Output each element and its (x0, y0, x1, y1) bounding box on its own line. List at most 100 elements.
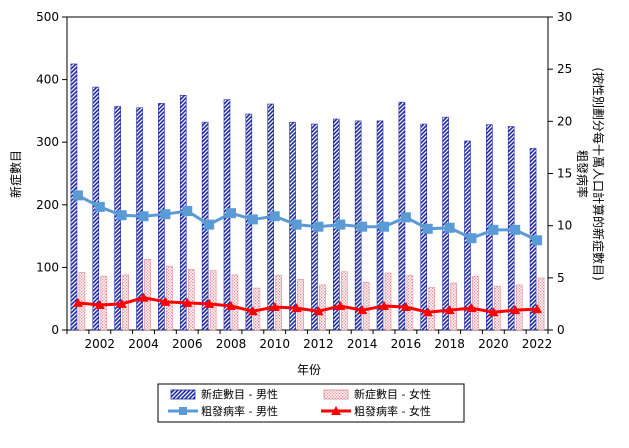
bar-female-cases (187, 268, 195, 331)
legend-frame (157, 383, 465, 423)
y-axis-left-title: 新症數目 (8, 150, 23, 198)
x-tick-label: 2010 (259, 337, 290, 351)
x-tick-label: 2014 (347, 337, 378, 351)
x-tick-label: 2018 (434, 337, 465, 351)
left-tick-label: 200 (36, 198, 59, 212)
point-male-rate (466, 233, 477, 244)
x-tick-label: 2020 (478, 337, 509, 351)
x-axis: 2002 2004 2006 2008 2010 2012 2014 2016 2018 2020… (66, 330, 553, 351)
point-male-rate (510, 224, 521, 235)
x-axis-title: 年份 (297, 363, 321, 377)
legend-swatch-male-cases (170, 389, 196, 400)
legend-label-female-cases: 新症數目 - 女性 (354, 387, 431, 401)
x-tick-label: 2016 (391, 337, 422, 351)
bar-female-cases (144, 258, 151, 331)
point-male-rate (379, 221, 390, 232)
point-female-rate (466, 303, 477, 313)
point-female-rate (532, 304, 543, 314)
point-female-rate (116, 298, 127, 308)
right-tick-label: 20 (557, 114, 572, 128)
point-female-rate (291, 303, 302, 313)
point-female-rate (204, 298, 215, 308)
bar-female-cases (340, 271, 348, 331)
bar-female-cases (494, 285, 501, 331)
point-male-rate (313, 221, 324, 232)
bar-female-cases (319, 284, 326, 331)
point-male-rate (138, 211, 149, 222)
legend: 新症數目 - 男性 新症數目 - 女性 粗發病率 - 男性 粗發病率 - 女性 (157, 383, 465, 423)
legend-label-male-cases: 新症數目 - 男性 (201, 387, 278, 401)
bar-female-cases (275, 275, 283, 331)
right-tick-label: 0 (557, 323, 565, 337)
right-tick-label: 25 (557, 62, 572, 76)
legend-swatch-female-cases (323, 389, 349, 400)
point-male-rate (269, 211, 280, 222)
bar-female-cases (537, 277, 545, 331)
y-axis-right-title-line1: 粗發病率 (575, 150, 590, 198)
bar-female-cases (406, 275, 414, 331)
point-male-rate (422, 223, 433, 234)
left-tick-label: 300 (36, 135, 59, 149)
point-male-rate (488, 224, 499, 235)
point-female-rate (72, 297, 83, 307)
legend-label-male-rate: 粗發病率 - 男性 (201, 404, 278, 418)
legend-marker-male-rate (179, 407, 187, 415)
point-male-rate (204, 219, 215, 230)
point-female-rate (444, 305, 455, 315)
point-female-rate (335, 301, 346, 311)
right-tick-label: 30 (557, 10, 572, 24)
right-axis: 0 5 10 15 20 25 30 (548, 10, 572, 337)
point-female-rate (379, 301, 390, 311)
x-tick-label: 2022 (522, 337, 553, 351)
point-male-rate (247, 214, 258, 225)
bar-female-cases (100, 275, 108, 331)
point-female-rate (182, 297, 193, 307)
bar-female-cases (209, 270, 217, 331)
left-tick-label: 400 (36, 73, 59, 87)
x-tick-label: 2002 (85, 337, 116, 351)
point-female-rate (357, 305, 368, 315)
line-female-rate (77, 296, 538, 314)
x-tick-label: 2012 (303, 337, 334, 351)
point-male-rate (291, 219, 302, 230)
right-tick-label: 15 (557, 167, 572, 181)
bar-series-group (70, 63, 545, 331)
point-male-rate (94, 201, 105, 212)
right-tick-label: 5 (557, 271, 565, 285)
legend-label-female-rate: 粗發病率 - 女性 (354, 404, 431, 418)
point-female-rate (225, 301, 236, 311)
point-female-rate (160, 296, 171, 306)
point-male-rate (225, 208, 236, 219)
x-tick-label: 2006 (172, 337, 203, 351)
line-male-rate (77, 194, 538, 242)
point-female-rate (138, 292, 149, 302)
point-male-rate (400, 212, 411, 223)
bar-female-cases (231, 274, 239, 331)
point-female-rate (488, 307, 499, 317)
bar-female-cases (384, 272, 392, 331)
point-female-rate (247, 306, 258, 316)
bar-female-cases (166, 265, 173, 331)
point-female-rate (400, 302, 411, 312)
left-tick-label: 100 (36, 260, 59, 274)
x-tick-label: 2008 (216, 337, 247, 351)
bar-female-cases (472, 275, 479, 331)
left-tick-label: 500 (36, 10, 59, 24)
bar-female-cases (362, 282, 370, 331)
y-axis-right-title-line2: (按性別劃分每十萬人口計算的新症數目) (591, 67, 606, 280)
point-male-rate (532, 235, 543, 246)
bar-female-cases (428, 287, 436, 331)
x-tick-label: 2004 (128, 337, 159, 351)
point-male-rate (116, 210, 127, 221)
point-male-rate (335, 219, 346, 230)
point-male-rate (160, 209, 171, 220)
point-male-rate (182, 206, 193, 217)
left-axis: 0 100 200 300 400 500 (36, 10, 67, 337)
bar-female-cases (450, 282, 457, 331)
line-series-group (72, 190, 543, 317)
point-female-rate (269, 302, 280, 312)
point-female-rate (510, 305, 521, 315)
bar-female-cases (297, 278, 304, 331)
left-tick-label: 0 (51, 323, 59, 337)
